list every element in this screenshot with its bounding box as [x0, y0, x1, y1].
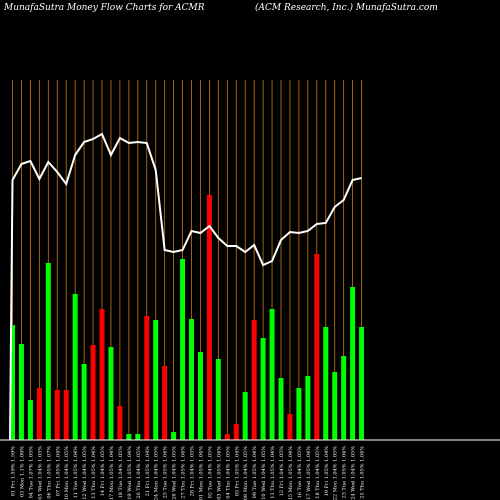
x-tick-label: 05 Wed 1.04% 1.05% [37, 446, 43, 500]
bar [54, 390, 60, 440]
x-tick-label: 19 Wed 1.05% 1.04% [127, 446, 133, 500]
x-tick-label: 17 Wed 1.05% 1.04% [306, 446, 312, 500]
x-tick-label: 22 Mon 1.04% 1.05% [333, 446, 339, 500]
bar [233, 424, 239, 440]
x-tick-label: 17 Mon 1.05% 1.04% [109, 446, 115, 500]
bar [224, 434, 230, 440]
money-flow-line [9, 132, 362, 441]
x-tick-label: 19 Fri 1.05% 1.04% [324, 446, 330, 497]
x-tick-label: 23 Tue 1.05% 1.04% [342, 446, 348, 499]
x-tick-label: 11 Thu 1.05% 1.04% [270, 446, 276, 499]
bar [350, 287, 356, 440]
x-tick-label: 20 Thu 1.04% 1.05% [136, 446, 142, 499]
bar [287, 414, 293, 440]
bar [332, 372, 338, 440]
x-tick-label: 11 Tue 1.05% 1.04% [73, 446, 79, 499]
x-tick-label: 01 Fri 1.59% 1.59% [11, 446, 17, 497]
bar-series [10, 195, 365, 440]
x-tick-label: 27 Thu 1.05% 1.04% [181, 446, 187, 499]
bar [18, 344, 24, 440]
bar [215, 359, 221, 440]
x-tick-label: 18 Tue 1.04% 1.05% [118, 446, 124, 499]
bar [126, 434, 132, 440]
bar [206, 195, 212, 440]
line-series [9, 132, 362, 441]
x-tick-label: 03 Wed 1.05% 1.04% [216, 446, 222, 500]
x-tick-label: 12 Wed 1.04% 1.05% [82, 446, 88, 500]
bar [242, 392, 248, 440]
bar [314, 254, 320, 440]
x-tick-label: 09 Tue 1.05% 1.04% [252, 446, 258, 499]
x-tick-label: 01 Mon 1.05% 1.04% [198, 446, 204, 500]
x-tick-label: 04 Thu 1.04% 1.05% [225, 446, 231, 499]
x-tick-label: 28 Fri 1.04% 1.05% [190, 446, 196, 497]
x-tick-label: 21 Fri 1.05% 1.04% [145, 446, 151, 497]
bar [72, 294, 78, 440]
chart-subtitle: (ACM Research, Inc.) MunafaSutra.com [255, 2, 438, 13]
bar [81, 364, 87, 440]
x-tick-label: 25 Tue 1.05% 1.04% [163, 446, 169, 499]
x-tick-label: 15 Mon 1.05% 1.04% [288, 446, 294, 500]
x-tick-label: 02 Tue 1.04% 1.05% [207, 446, 213, 499]
bar [10, 325, 15, 440]
x-tick-label: 14 Fri 1.04% 1.05% [100, 446, 106, 497]
bar [90, 345, 96, 440]
x-tick-label: 18 Thu 1.04% 1.05% [315, 446, 321, 499]
bar [153, 320, 159, 440]
bar [27, 400, 33, 440]
bar [108, 347, 114, 440]
bar [278, 378, 284, 440]
x-tick-label: 10 Mon 1.04% 1.05% [64, 446, 70, 500]
x-tick-label: 16 Tue 1.04% 1.05% [297, 446, 303, 499]
bar [144, 316, 150, 440]
bar [341, 356, 347, 440]
x-tick-label: 08 Mon 1.04% 1.05% [243, 446, 249, 500]
x-tick-label: 24 Mon 1.04% 1.05% [154, 446, 160, 500]
bar [269, 309, 275, 440]
x-tick-label: 07 Fri 1.05% 1.04% [55, 446, 61, 497]
x-tick-label: 13 Thu 1.05% 1.04% [91, 446, 97, 499]
bar [63, 390, 69, 440]
bar [359, 327, 365, 440]
x-tick-label: 03 Mon 1.1% 1.09% [19, 446, 25, 497]
x-tick-label: 12 Fri 1.04% 1.05% [279, 446, 285, 497]
bar [323, 327, 329, 440]
bar [260, 338, 266, 440]
bar [99, 309, 105, 440]
bar [45, 263, 51, 440]
x-tick-labels: 01 Fri 1.59% 1.59% 03 Mon 1.1% 1.09% 04 Tu… [11, 446, 366, 500]
bar [162, 366, 168, 440]
bar [305, 376, 311, 440]
x-tick-label: 24 Wed 1.04% 1.05% [351, 446, 357, 500]
x-tick-label: 26 Wed 1.04% 1.05% [172, 446, 178, 500]
bar [171, 432, 177, 440]
bar [135, 434, 141, 440]
x-tick-label: 06 Thu 1.05% 1.07% [46, 446, 52, 499]
bar [296, 388, 302, 440]
x-tick-label: 04 Tue 1.07% 1.05% [28, 446, 34, 499]
x-tick-label: 25 Thu 1.05% 1.04% [360, 446, 366, 499]
bar [180, 259, 186, 440]
bar [251, 320, 257, 440]
x-tick-label: 05 Fri 1.05% 1.04% [234, 446, 240, 497]
x-tick-label: 10 Wed 1.04% 1.05% [261, 446, 267, 500]
chart-title: MunafaSutra Money Flow Charts for ACMR [3, 3, 205, 13]
bar [117, 406, 123, 440]
bar [189, 319, 194, 440]
bar [36, 388, 42, 440]
bar [197, 352, 203, 440]
